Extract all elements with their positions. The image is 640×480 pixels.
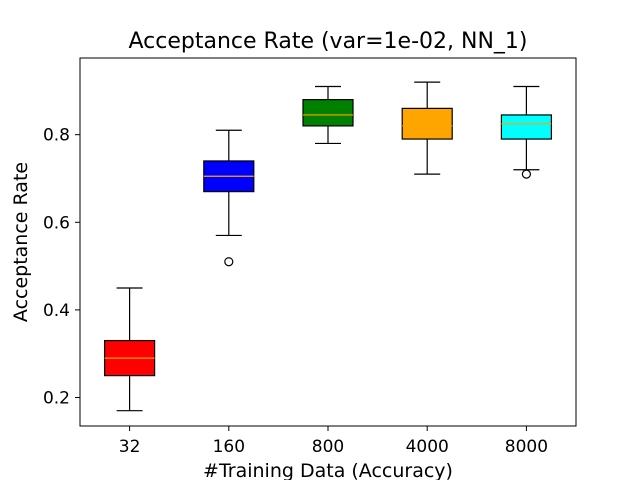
y-tick-label: 0.6 <box>43 213 70 233</box>
plot-area <box>103 81 552 412</box>
x-tick-label: 8000 <box>505 437 548 457</box>
box-4000 <box>401 107 453 140</box>
box-group-32 <box>103 287 156 412</box>
x-tick-label: 32 <box>119 437 141 457</box>
outlier-point <box>224 257 234 267</box>
box-group-800 <box>302 85 354 145</box>
box-group-160 <box>203 129 255 267</box>
axes: 0.2 0.4 0.6 0.8 32 160 800 4000 8000 <box>43 126 548 457</box>
y-tick-label: 0.8 <box>43 126 70 146</box>
x-tick-label: 800 <box>312 437 344 457</box>
y-tick-label: 0.2 <box>43 389 70 409</box>
x-tick-label: 160 <box>213 437 245 457</box>
box-group-8000 <box>500 85 552 179</box>
box-group-4000 <box>401 81 453 175</box>
box-8000 <box>500 114 552 140</box>
x-axis-label: #Training Data (Accuracy) <box>203 460 453 480</box>
y-tick-label: 0.4 <box>43 301 70 321</box>
outlier-point <box>521 169 532 179</box>
chart-title: Acceptance Rate (var=1e-02, NN_1) <box>129 29 528 54</box>
x-tick-label: 4000 <box>406 437 449 457</box>
box-800 <box>302 99 354 127</box>
y-axis-label: Acceptance Rate <box>10 162 32 322</box>
